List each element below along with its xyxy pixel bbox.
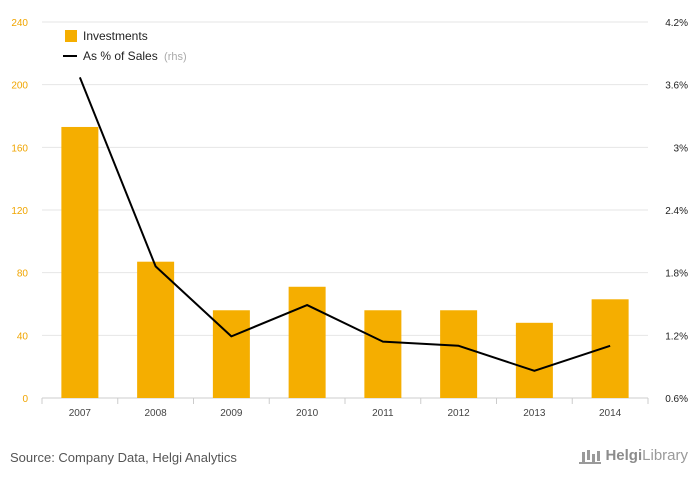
legend-label-sales-name: As % of Sales: [83, 49, 158, 63]
right-tick-label: 0.6%: [665, 394, 688, 405]
right-tick-label: 2.4%: [665, 206, 688, 217]
x-tick-label: 2010: [296, 408, 319, 419]
right-axis: 0.6% 1.2% 1.8% 2.4% 3% 3.6% 4.2%: [665, 18, 688, 405]
source-note: Source: Company Data, Helgi Analytics: [10, 450, 237, 465]
bar-investments-2010: [288, 286, 326, 398]
right-tick-label: 3.6%: [665, 81, 688, 92]
left-tick-label: 40: [17, 331, 29, 342]
bar-series: [61, 126, 629, 398]
bar-investments-2008: [137, 261, 175, 398]
right-tick-label: 4.2%: [665, 18, 688, 29]
right-tick-label: 1.8%: [665, 269, 688, 280]
line-series: [78, 76, 611, 372]
bar-investments-2007: [61, 126, 99, 398]
x-tick-label: 2011: [372, 408, 394, 419]
left-tick-label: 240: [11, 18, 28, 29]
x-tick-label: 2013: [523, 408, 546, 419]
chart: 0 40 80 120 160 200 240 0.6% 1.2% 1.8% 2.4% 3% 3.6%…: [11, 18, 688, 419]
left-tick-label: 200: [11, 81, 28, 92]
legend-label-investments: Investments: [83, 29, 148, 43]
x-tick-label: 2007: [69, 408, 92, 419]
bar-investments-2014: [591, 299, 629, 398]
right-tick-label: 1.2%: [665, 331, 688, 342]
logo-text: HelgiLibrary: [605, 447, 688, 464]
left-axis: 0 40 80 120 160 200 240: [11, 18, 28, 405]
x-tick-label: 2008: [145, 408, 168, 419]
x-tick-label: 2012: [448, 408, 471, 419]
bar-investments-2011: [364, 310, 402, 398]
legend-swatch-investments: [65, 30, 77, 42]
helgi-library-logo: HelgiLibrary: [579, 447, 688, 464]
legend-label-sales-suffix: (rhs): [164, 51, 187, 63]
bar-investments-2013: [515, 322, 553, 398]
legend: Investments As % of Sales (rhs): [63, 29, 187, 63]
left-tick-label: 120: [11, 206, 28, 217]
right-tick-label: 3%: [674, 143, 689, 154]
bar-investments-2012: [440, 310, 478, 398]
left-tick-label: 80: [17, 269, 29, 280]
x-tick-label: 2014: [599, 408, 622, 419]
line-sales-pct: [78, 76, 611, 372]
left-tick-label: 160: [11, 143, 28, 154]
logo-icon: [579, 448, 602, 464]
legend-label-sales: As % of Sales (rhs): [83, 49, 187, 63]
x-tick-label: 2009: [220, 408, 243, 419]
left-tick-label: 0: [22, 394, 28, 405]
x-axis: 2007 2008 2009 2010 2011 2012 2013 2014: [41, 398, 649, 419]
